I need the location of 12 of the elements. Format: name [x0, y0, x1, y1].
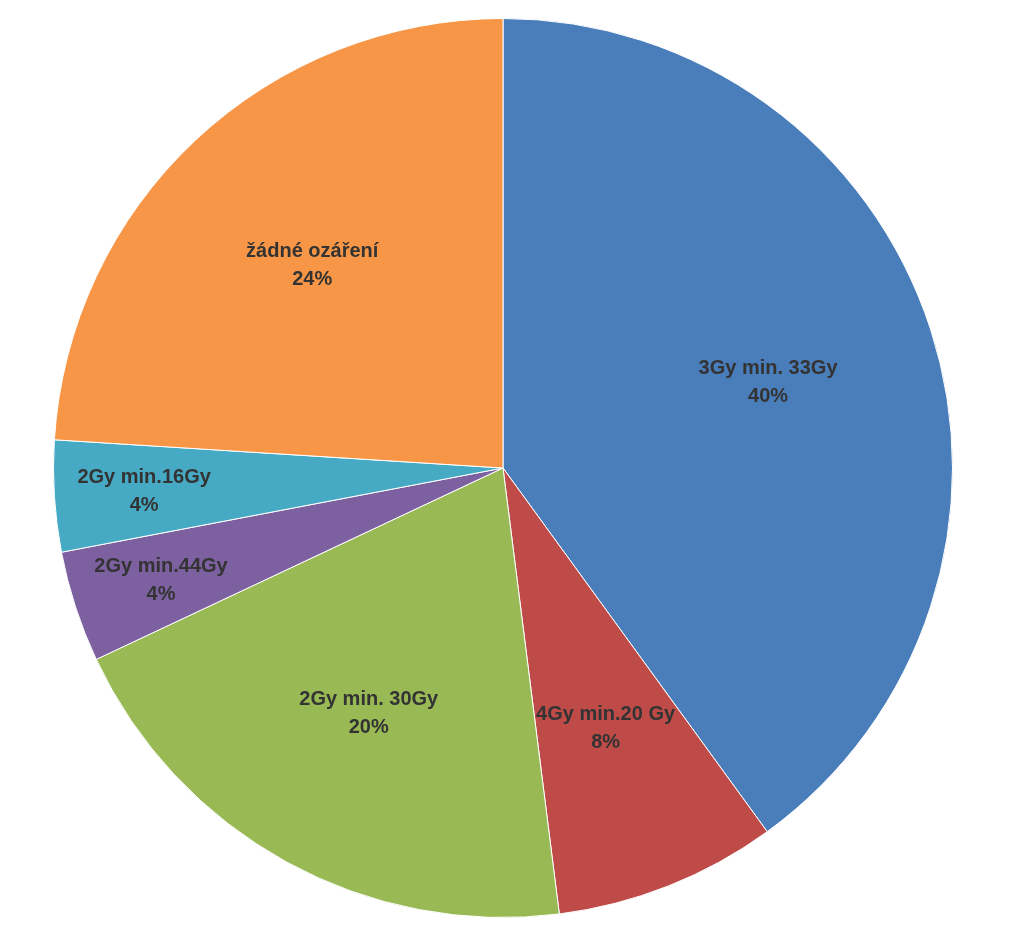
data-label: 4% — [129, 493, 159, 516]
data-label: 4% — [146, 581, 176, 604]
slice-label: 4Gy min.20 Gy — [536, 701, 676, 724]
data-label: 40% — [748, 384, 789, 407]
data-label: 8% — [591, 729, 621, 752]
data-label: 24% — [292, 267, 333, 290]
slice-label: 2Gy min.16Gy — [77, 465, 212, 488]
slice-label: 3Gy min. 33Gy — [698, 356, 839, 379]
data-label: 20% — [348, 714, 389, 737]
slice-label: 2Gy min. 30Gy — [299, 686, 440, 709]
slice-label: žádné ozáření — [246, 239, 380, 262]
slice-label: 2Gy min.44Gy — [94, 553, 229, 576]
